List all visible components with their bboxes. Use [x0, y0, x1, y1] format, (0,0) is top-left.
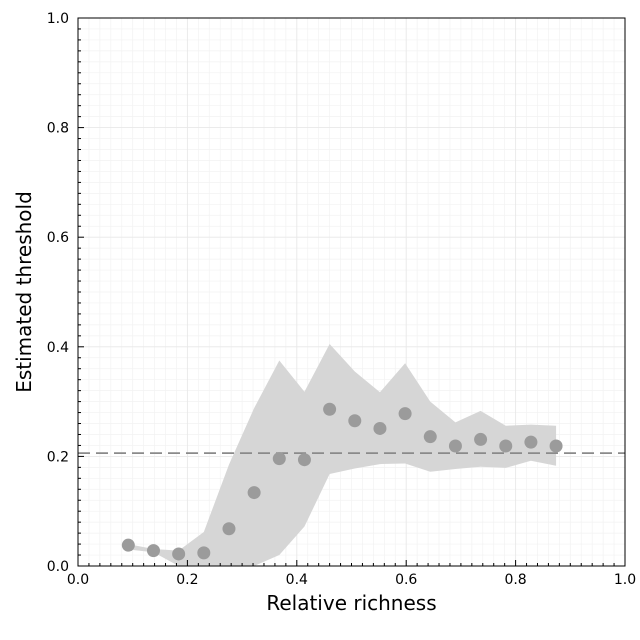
- y-tick-label: 0.2: [47, 449, 69, 465]
- y-axis-label: Estimated threshold: [12, 191, 36, 393]
- data-point: [423, 430, 437, 444]
- data-point: [121, 538, 135, 552]
- axis-ticks: [77, 17, 626, 567]
- y-tick-label: 1.0: [47, 11, 69, 27]
- y-tick-labels: 0.0 0.2 0.4 0.6 0.8 1.0: [47, 11, 69, 575]
- data-point: [448, 439, 462, 453]
- x-tick-label: 0.2: [176, 572, 198, 588]
- data-point: [146, 544, 160, 558]
- y-tick-label: 0.8: [47, 121, 69, 137]
- x-tick-label: 1.0: [614, 572, 636, 588]
- x-tick-label: 0.8: [504, 572, 526, 588]
- data-point: [524, 435, 538, 449]
- data-point: [549, 439, 563, 453]
- data-point: [398, 407, 412, 421]
- data-point: [197, 546, 211, 560]
- x-axis-label: Relative richness: [266, 591, 436, 615]
- confidence-band: [128, 344, 557, 566]
- x-tick-labels: 0.0 0.2 0.4 0.6 0.8 1.0: [67, 572, 636, 588]
- x-tick-label: 0.6: [395, 572, 417, 588]
- data-point: [272, 452, 286, 466]
- data-point: [323, 402, 337, 416]
- data-point: [247, 486, 261, 500]
- data-points: [121, 402, 563, 561]
- x-tick-label: 0.0: [67, 572, 89, 588]
- data-point: [172, 547, 186, 561]
- y-tick-label: 0.4: [47, 340, 69, 356]
- data-point: [297, 453, 311, 467]
- confidence-band-layer: [128, 344, 557, 566]
- y-tick-label: 0.0: [47, 559, 69, 575]
- minor-grid: [78, 18, 625, 566]
- y-tick-label: 0.6: [47, 230, 69, 246]
- x-tick-label: 0.4: [286, 572, 308, 588]
- data-point: [222, 522, 236, 536]
- data-point: [474, 432, 488, 446]
- data-point: [348, 414, 362, 428]
- data-point: [373, 421, 387, 435]
- data-point: [499, 439, 513, 453]
